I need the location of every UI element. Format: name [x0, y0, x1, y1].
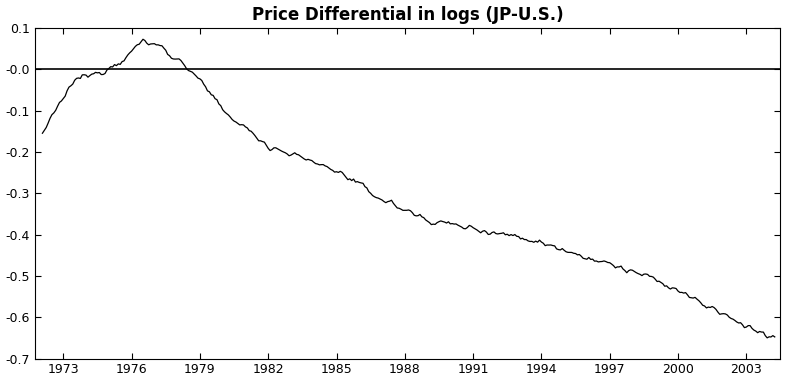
Title: Price Differential in logs (JP-U.S.): Price Differential in logs (JP-U.S.) [252, 6, 564, 24]
